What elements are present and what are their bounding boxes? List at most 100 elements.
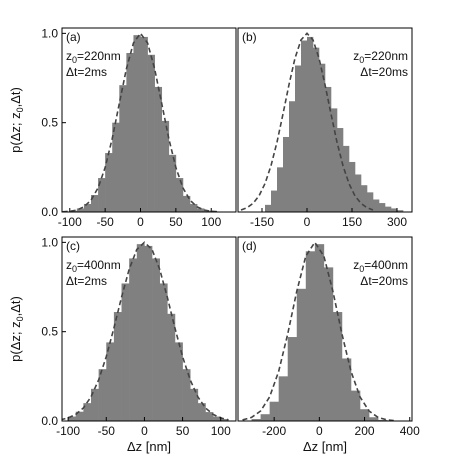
x-tick-label: 50: [169, 215, 183, 229]
histogram-bar: [190, 389, 198, 421]
y-axis-label-part: ,Δt): [8, 296, 23, 316]
histogram-bar: [301, 41, 307, 212]
histogram-bar: [155, 87, 162, 212]
x-tick-label: 300: [387, 215, 407, 229]
histogram-bar: [313, 48, 319, 212]
x-tick-label: 100: [201, 215, 221, 229]
panel-label: (b): [242, 30, 257, 44]
histogram-bar: [141, 37, 148, 212]
histogram-bar: [126, 53, 133, 212]
histogram-bar: [114, 312, 122, 421]
histogram-bar: [295, 66, 301, 212]
histogram-bar: [198, 403, 206, 421]
histogram-bar: [137, 244, 145, 421]
histogram-bar: [355, 174, 361, 212]
histogram-bar: [122, 283, 130, 421]
x-axis-label: Δz [nm]: [127, 439, 171, 454]
y-axis-label-part: p(Δz; z: [8, 112, 23, 152]
histogram-bar: [84, 204, 91, 212]
histogram-bar: [289, 101, 295, 212]
histogram-bar: [152, 258, 160, 421]
x-tick-label: 50: [176, 424, 190, 438]
histogram-bar: [261, 414, 270, 421]
y-axis-label: p(Δz; z0,Δt): [8, 87, 25, 153]
annotation: Δt=20ms: [360, 65, 408, 79]
y-tick-label: 0.5: [41, 116, 58, 130]
y-axis-label: p(Δz; z0,Δt): [8, 296, 25, 362]
x-tick-label: -200: [262, 424, 286, 438]
histogram-bar: [391, 208, 397, 212]
x-tick-label: 0: [137, 215, 144, 229]
y-tick-label: 1.0: [41, 26, 58, 40]
histogram-bar: [319, 64, 325, 212]
histogram-bar: [324, 267, 333, 421]
histogram-bar: [205, 412, 213, 421]
annotation: z0=220nm: [66, 49, 121, 65]
histogram-bar: [144, 246, 152, 421]
y-tick-label: 0.0: [41, 205, 58, 219]
x-tick-label: 0: [141, 424, 148, 438]
histogram-bar: [148, 55, 155, 212]
histogram-bar: [288, 337, 297, 421]
y-tick-label: 1.0: [41, 235, 58, 249]
histogram-bar: [133, 35, 140, 212]
y-axis-label-part: ,Δt): [8, 87, 23, 107]
histogram-bar: [106, 342, 114, 421]
histogram-bar: [325, 87, 331, 212]
histogram-bar: [373, 199, 379, 212]
y-tick-label: 0.0: [41, 414, 58, 428]
histogram-bar: [343, 146, 349, 212]
histogram-bar: [129, 258, 137, 421]
histogram-bar: [169, 155, 176, 212]
histogram-bar: [277, 167, 283, 212]
histogram-bar: [361, 185, 367, 212]
annotation-part: =220nm: [77, 49, 121, 63]
x-tick-label: 150: [342, 215, 362, 229]
histogram-bar: [265, 205, 271, 212]
x-tick-label: -50: [96, 215, 114, 229]
histogram-bar: [99, 369, 107, 421]
y-axis-label-part: p(Δz; z: [8, 321, 23, 361]
x-tick-label: -50: [98, 424, 116, 438]
annotation-part: =220nm: [364, 49, 408, 63]
x-tick-label: 200: [355, 424, 375, 438]
histogram-bar: [167, 314, 175, 421]
annotation: z0=220nm: [353, 49, 408, 65]
annotation-part: =400nm: [364, 258, 408, 272]
annotation: z0=400nm: [353, 258, 408, 274]
histogram-bar: [297, 289, 306, 421]
x-tick-label: -100: [58, 215, 82, 229]
panel-label: (a): [66, 30, 81, 44]
x-tick-label: -150: [250, 215, 274, 229]
x-tick-label: -100: [56, 424, 80, 438]
histogram-bar: [119, 85, 126, 212]
annotation: Δt=20ms: [360, 274, 408, 288]
histogram-bar: [379, 203, 385, 212]
annotation: Δt=2ms: [66, 65, 107, 79]
y-tick-label: 0.5: [41, 325, 58, 339]
x-tick-label: 400: [400, 424, 420, 438]
panel-label: (c): [66, 239, 80, 253]
histogram-bar: [369, 417, 378, 421]
annotation-part: =400nm: [77, 258, 121, 272]
annotation: z0=400nm: [66, 258, 121, 274]
x-axis-label: Δz [nm]: [303, 439, 347, 454]
histogram-bar: [315, 244, 324, 421]
histogram-bar: [190, 204, 197, 212]
panel-label: (d): [242, 239, 257, 253]
x-tick-label: 0: [304, 215, 311, 229]
histogram-bar: [351, 391, 360, 421]
x-tick-label: 0: [316, 424, 323, 438]
annotation: Δt=2ms: [66, 274, 107, 288]
histogram-bar: [271, 191, 277, 212]
histogram-bar: [283, 137, 289, 212]
histogram-bar: [331, 108, 337, 212]
histogram-bar: [279, 376, 288, 421]
x-tick-label: 100: [211, 424, 231, 438]
histogram-bar: [337, 128, 343, 212]
histogram-bar: [160, 283, 168, 421]
histogram-bar: [306, 251, 315, 421]
histogram-bar: [307, 37, 313, 212]
histogram-bar: [385, 207, 391, 212]
